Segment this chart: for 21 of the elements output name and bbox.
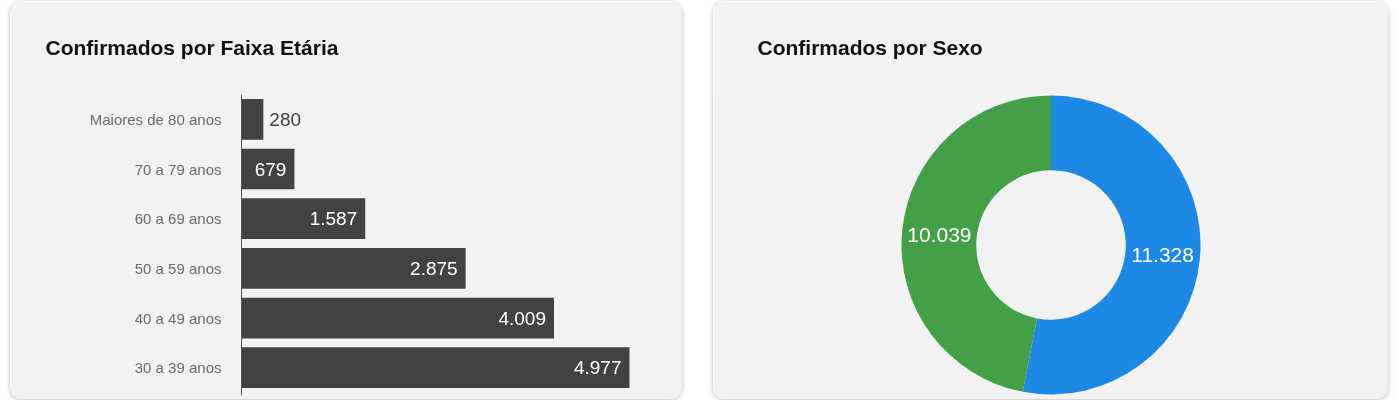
bar	[241, 347, 630, 389]
y-tick-label: Maiores de 80 anos	[89, 110, 222, 128]
y-tick-label: 60 a 69 anos	[134, 210, 222, 228]
data-label: 1.587	[309, 208, 358, 230]
data-label: 11.328	[1131, 243, 1194, 267]
y-tick-label: 50 a 59 anos	[134, 259, 222, 277]
y-tick-label: 70 a 79 anos	[134, 160, 222, 178]
y-tick-label: 40 a 49 anos	[134, 309, 222, 327]
data-label: 280	[269, 108, 302, 130]
data-label: 4.009	[498, 307, 547, 329]
bar	[241, 198, 366, 240]
bar	[241, 297, 555, 339]
data-label: 679	[254, 158, 287, 180]
data-label: 2.875	[410, 257, 458, 279]
data-label: 4.977	[573, 357, 622, 379]
chart-title: Confirmados por Faixa Etária	[45, 35, 339, 59]
bar	[241, 247, 466, 289]
data-label: 10.039	[907, 222, 972, 246]
bar	[241, 98, 264, 140]
y-tick-label: 30 a 39 anos	[134, 359, 222, 377]
chart-title: Confirmados por Sexo	[757, 35, 983, 59]
